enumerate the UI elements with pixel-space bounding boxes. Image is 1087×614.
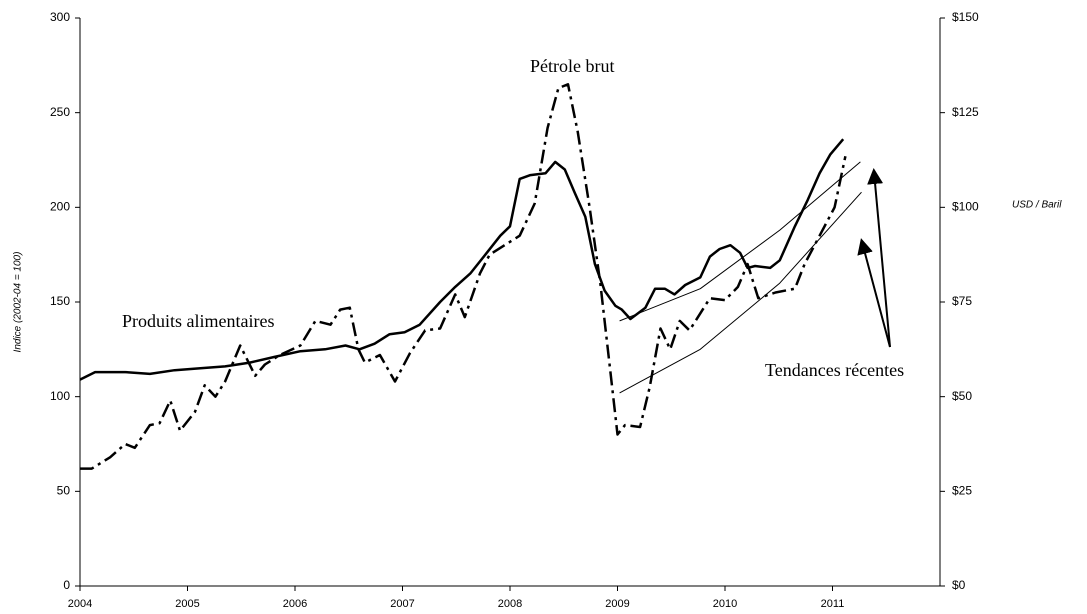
y-tick-label: 200 (50, 200, 70, 214)
y-tick-label: 300 (50, 10, 70, 24)
y2-tick-label: $100 (952, 200, 979, 214)
y-tick-label: 0 (63, 578, 70, 592)
series-line (619, 191, 862, 394)
series-annotation: Produits alimentaires (122, 311, 274, 331)
series-line (80, 83, 847, 470)
x-tick-label: 2004 (68, 598, 92, 610)
x-tick-label: 2010 (713, 598, 737, 610)
x-tick-label: 2008 (498, 598, 522, 610)
y2-tick-label: $50 (952, 389, 972, 403)
x-tick-label: 2011 (821, 598, 845, 610)
x-tick-label: 2006 (283, 598, 307, 610)
x-tick-label: 2007 (390, 598, 414, 610)
y-tick-label: 100 (50, 389, 70, 403)
series-line (619, 161, 861, 322)
y2-tick-label: $125 (952, 105, 979, 119)
y2-tick-label: $25 (952, 484, 972, 498)
y2-axis-label: USD / Baril (1012, 200, 1062, 211)
series-line (79, 138, 845, 381)
y-tick-label: 150 (50, 294, 70, 308)
arrow (867, 168, 891, 348)
y-axis-label: Indice (2002-04 = 100) (13, 252, 24, 353)
series-annotation: Pétrole brut (530, 56, 614, 76)
x-tick-label: 2009 (605, 598, 629, 610)
x-tick-label: 2005 (175, 598, 199, 610)
y-tick-label: 50 (57, 484, 71, 498)
annotation: Tendances récentes (765, 360, 904, 380)
y2-tick-label: $0 (952, 578, 966, 592)
y2-tick-label: $150 (952, 10, 979, 24)
y2-tick-label: $75 (952, 294, 972, 308)
y-tick-label: 250 (50, 105, 70, 119)
arrow (857, 238, 891, 348)
